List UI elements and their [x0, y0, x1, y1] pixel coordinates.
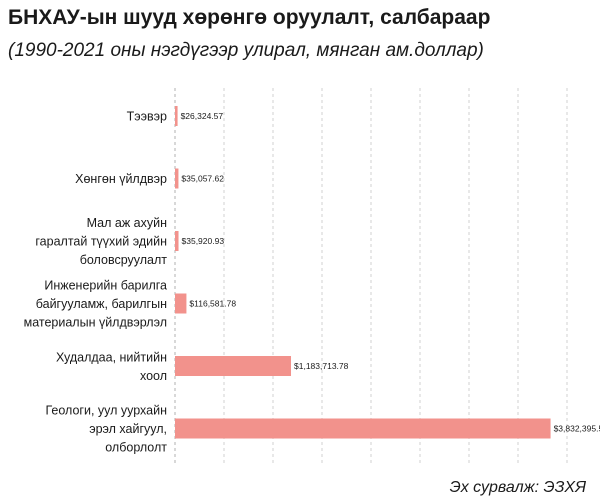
- data-label: $3,832,395.59: [554, 424, 600, 434]
- data-label: $35,920.93: [182, 236, 225, 246]
- source-note: Эх сурвалж: ЭЗХЯ: [449, 479, 586, 496]
- chart-title: БНХАУ-ын шууд хөрөнгө оруулалт, салбараа…: [8, 6, 491, 29]
- category-label: Мал аж ахуйн: [87, 216, 167, 230]
- category-label: Худалдаа, нийтийн: [56, 350, 167, 364]
- bar: [175, 168, 179, 189]
- category-label: Инженерийн барилга: [44, 279, 167, 293]
- category-label: олборлолт: [105, 441, 167, 455]
- bar: [175, 231, 179, 251]
- category-label: Тээвэр: [127, 110, 167, 124]
- bar: [175, 356, 292, 376]
- data-label: $1,183,713.78: [294, 361, 349, 371]
- category-label: эрэл хайгуул,: [89, 422, 167, 436]
- data-label: $26,324.57: [181, 111, 224, 121]
- category-label: хоол: [140, 369, 167, 383]
- category-label: байгууламж, барилгын: [36, 297, 167, 311]
- bar: [175, 418, 551, 439]
- bar: [175, 293, 187, 314]
- category-label: Геологи, уул уурхайн: [45, 404, 167, 418]
- category-label: Хөнгөн үйлдвэр: [75, 172, 167, 186]
- category-label: гаралтай түүхий эдийн: [35, 235, 167, 249]
- data-label: $116,581.78: [189, 299, 236, 309]
- category-label: материалын үйлдвэрлэл: [24, 316, 167, 330]
- data-label: $35,057.62: [181, 174, 224, 184]
- chart-subtitle: (1990-2021 оны нэгдүгээр улирал, мянган …: [8, 40, 484, 61]
- bar: [175, 106, 178, 126]
- category-label: боловсруулалт: [80, 253, 168, 267]
